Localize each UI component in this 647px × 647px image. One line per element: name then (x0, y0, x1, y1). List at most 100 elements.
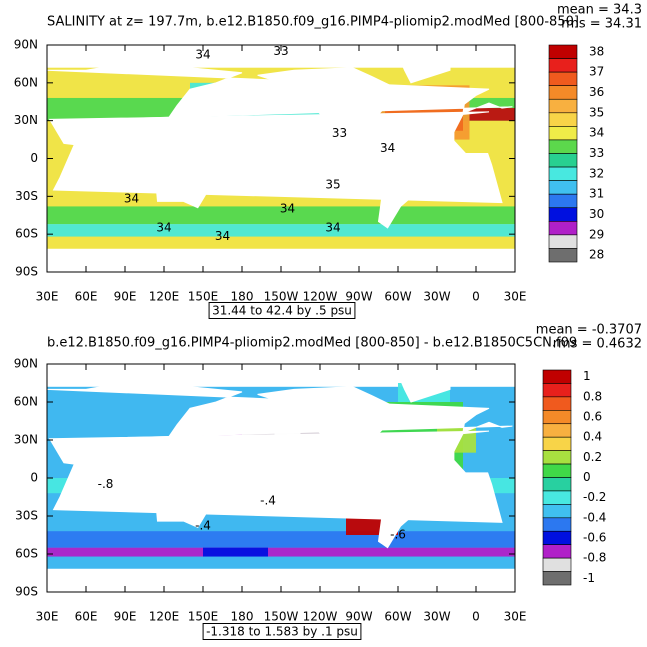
contour-label: -.4 (195, 519, 211, 533)
lon-label: 0 (472, 290, 480, 304)
lon-label: 150W (264, 290, 299, 304)
lon-label: 150E (188, 290, 219, 304)
lon-label: 60W (384, 290, 411, 304)
map (47, 368, 647, 592)
colorbar-box (548, 193, 578, 209)
lon-label: 30W (423, 610, 450, 624)
mean-label: mean = 34.3 (557, 3, 642, 18)
lon-label: 30W (423, 290, 450, 304)
lat-label: 60S (15, 227, 38, 241)
panel-title: SALINITY at z= 197.7m, b.e12.B1850.f09_g… (47, 15, 579, 30)
lon-label: 120W (303, 610, 338, 624)
lon-label: 120W (303, 290, 338, 304)
land (514, 49, 515, 59)
mean-label: mean = -0.3707 (536, 323, 642, 338)
lon-label: 120E (149, 610, 180, 624)
land (257, 386, 399, 469)
colorbar-box (548, 112, 578, 127)
lon-label: 90E (114, 610, 137, 624)
range-note: 31.44 to 42.4 by .5 psu (212, 304, 352, 318)
colorbar-box (542, 410, 572, 425)
colorbar-box (542, 504, 572, 519)
land (514, 368, 515, 378)
lon-label: 30E (504, 610, 527, 624)
lat-label: 90S (15, 265, 38, 279)
contour-label: 34 (325, 220, 340, 234)
field (47, 531, 515, 548)
colorbar-box (542, 383, 572, 398)
land (518, 112, 647, 203)
colorbar-box (542, 396, 572, 411)
lat-label: 0 (30, 151, 38, 165)
lon-label: 90E (114, 290, 137, 304)
colorbar-label: 36 (589, 85, 604, 99)
lon-label: 90W (345, 610, 372, 624)
lon-label: 0 (472, 610, 480, 624)
colorbar-box (542, 530, 572, 545)
contour-label: 35 (325, 177, 340, 191)
colorbar-label: 32 (589, 166, 604, 180)
land (155, 171, 208, 209)
colorbar-box (548, 153, 578, 168)
colorbar-box (542, 369, 572, 384)
colorbar-box (548, 44, 578, 59)
contour-label: 34 (280, 201, 295, 215)
colorbar-box (548, 248, 578, 263)
contour-label: -.6 (390, 528, 406, 542)
colorbar-label: 1 (583, 369, 591, 383)
land (514, 248, 515, 272)
colorbar-box (542, 557, 572, 572)
land (155, 491, 208, 529)
contour-label: 34 (380, 141, 395, 155)
lat-label: 30S (15, 509, 38, 523)
lat-label: 60N (14, 75, 38, 89)
colorbar-label: 35 (589, 105, 604, 119)
colorbar-label: -0.8 (583, 551, 606, 565)
colorbar-label: 33 (589, 146, 604, 160)
colorbar-label: 34 (589, 126, 604, 140)
lon-label: 90W (345, 290, 372, 304)
land (624, 492, 647, 527)
lat-label: 90N (14, 38, 38, 52)
lat-label: 90S (15, 585, 38, 599)
panel-title: b.e12.B1850.f09_g16.PIMP4-pliomip2.modMe… (47, 336, 577, 351)
colorbar-box (542, 423, 572, 438)
field (47, 236, 515, 250)
land (257, 67, 399, 149)
range-note-box (202, 623, 362, 640)
rms-label: rms = 34.31 (561, 17, 642, 32)
colorbar-label: 38 (589, 44, 604, 58)
colorbar-box (548, 71, 578, 86)
colorbar-box (542, 517, 572, 532)
colorbar-label: 0.4 (583, 430, 602, 444)
lat-label: 30N (14, 113, 38, 127)
contour-label: 34 (124, 191, 139, 205)
colorbar-box (548, 139, 578, 154)
colorbar-label: 37 (589, 65, 604, 79)
range-note-box (208, 302, 356, 319)
colorbar-label: 0.6 (583, 410, 602, 424)
lat-label: 60N (14, 395, 38, 409)
colorbar-label: 0.8 (583, 389, 602, 403)
lon-label: 30E (504, 290, 527, 304)
land (624, 172, 647, 207)
colorbar-box (548, 234, 578, 249)
lat-label: 30S (15, 189, 38, 203)
colorbar-box (548, 85, 578, 100)
contour-label: 34 (215, 229, 230, 243)
colorbar-box (542, 463, 572, 478)
lat-label: 30N (14, 433, 38, 447)
colorbar-box (548, 98, 578, 114)
lon-label: 60E (75, 290, 98, 304)
lat-label: 90N (14, 357, 38, 371)
lon-label: 180 (231, 290, 254, 304)
colorbar-box (542, 477, 572, 492)
colorbar-box (542, 436, 572, 451)
land (47, 368, 515, 378)
lon-label: 150W (264, 610, 299, 624)
lat-label: 60S (15, 547, 38, 561)
colorbar-box (548, 166, 578, 181)
map (47, 49, 647, 272)
colorbar-box (542, 544, 572, 559)
